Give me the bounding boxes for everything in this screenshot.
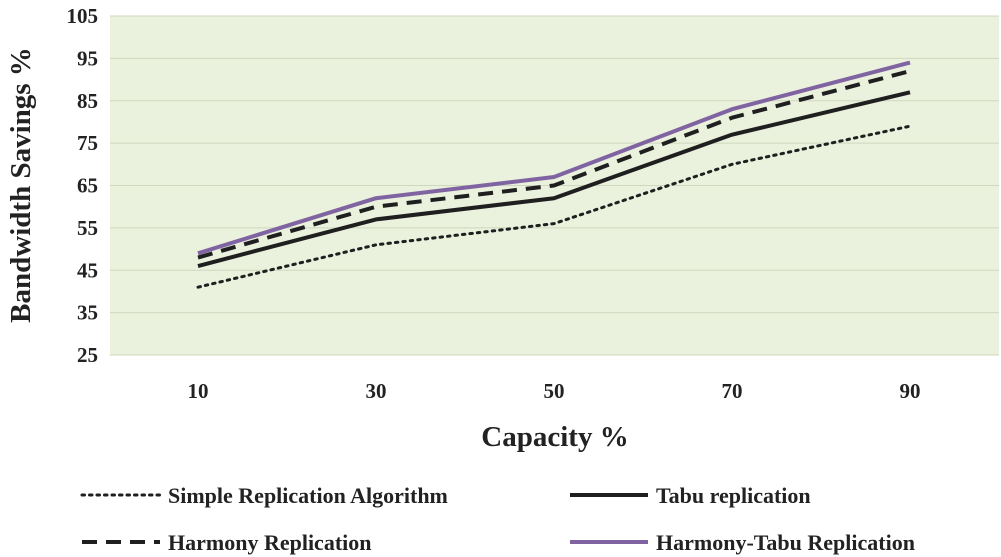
legend-item: Simple Replication Algorithm: [80, 483, 448, 508]
x-axis-ticks: 10 30 50 70 90: [188, 379, 921, 403]
y-tick-label: 25: [77, 343, 98, 367]
legend-label: Harmony Replication: [168, 530, 372, 555]
y-tick-label: 45: [77, 258, 98, 282]
y-tick-label: 95: [77, 46, 98, 70]
series-lines: [196, 60, 912, 289]
legend-label: Simple Replication Algorithm: [168, 483, 448, 508]
x-tick-label: 90: [900, 379, 921, 403]
y-tick-label: 55: [77, 216, 98, 240]
legend-item: Tabu replication: [570, 483, 811, 508]
legend: Simple Replication Algorithm Tabu replica…: [80, 483, 915, 555]
x-tick-label: 50: [544, 379, 565, 403]
y-tick-label: 35: [77, 301, 98, 325]
x-tick-label: 30: [366, 379, 387, 403]
gridlines: [110, 15, 999, 356]
y-tick-label: 65: [77, 174, 98, 198]
y-tick-label: 105: [67, 4, 99, 28]
y-tick-label: 75: [77, 131, 98, 155]
y-tick-label: 85: [77, 89, 98, 113]
x-tick-label: 10: [188, 379, 209, 403]
y-axis-ticks: 25 35 45 55 65 75 85 95 105: [67, 4, 99, 367]
x-axis-title: Capacity %: [481, 421, 628, 453]
x-tick-label: 70: [722, 379, 743, 403]
legend-item: Harmony Replication: [82, 530, 372, 555]
legend-label: Tabu replication: [656, 483, 811, 508]
legend-label: Harmony-Tabu Replication: [656, 530, 915, 555]
y-axis-title: Bandwidth Savings %: [5, 47, 37, 323]
legend-item: Harmony-Tabu Replication: [570, 530, 915, 555]
